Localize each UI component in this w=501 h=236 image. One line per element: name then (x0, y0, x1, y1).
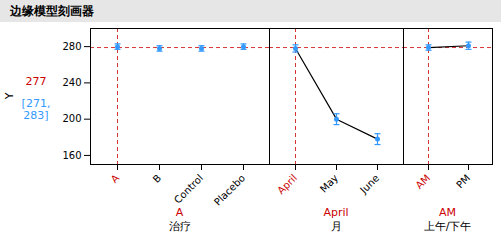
html-text:April: April (323, 206, 349, 219)
svg-text:200: 200 (62, 113, 81, 124)
html-text:A: A (175, 206, 184, 219)
html-text:277: 277 (25, 75, 47, 89)
svg-text:Control: Control (172, 172, 205, 205)
svg-text:April: April (275, 172, 299, 196)
html-text:AM: AM (439, 206, 456, 219)
html-text:月: 月 (330, 220, 342, 233)
html-text:Y: Y (3, 92, 16, 100)
svg-text:B: B (151, 172, 164, 185)
svg-text:280: 280 (62, 41, 81, 52)
svg-text:May: May (318, 172, 340, 194)
svg-text:AM: AM (413, 172, 432, 191)
svg-text:June: June (357, 172, 381, 196)
svg-text:PM: PM (454, 172, 472, 190)
svg-text:160: 160 (62, 150, 81, 161)
svg-text:A: A (109, 172, 122, 185)
svg-text:240: 240 (62, 77, 81, 88)
html-text:[271, 283]: [271, 283] (21, 96, 51, 122)
html-text:边缘模型刻画器: 边缘模型刻画器 (10, 4, 94, 18)
svg-text:Placebo: Placebo (212, 172, 247, 207)
html-text:上午/下午: 上午/下午 (423, 220, 472, 233)
html-text:治疗: 治疗 (168, 220, 191, 233)
